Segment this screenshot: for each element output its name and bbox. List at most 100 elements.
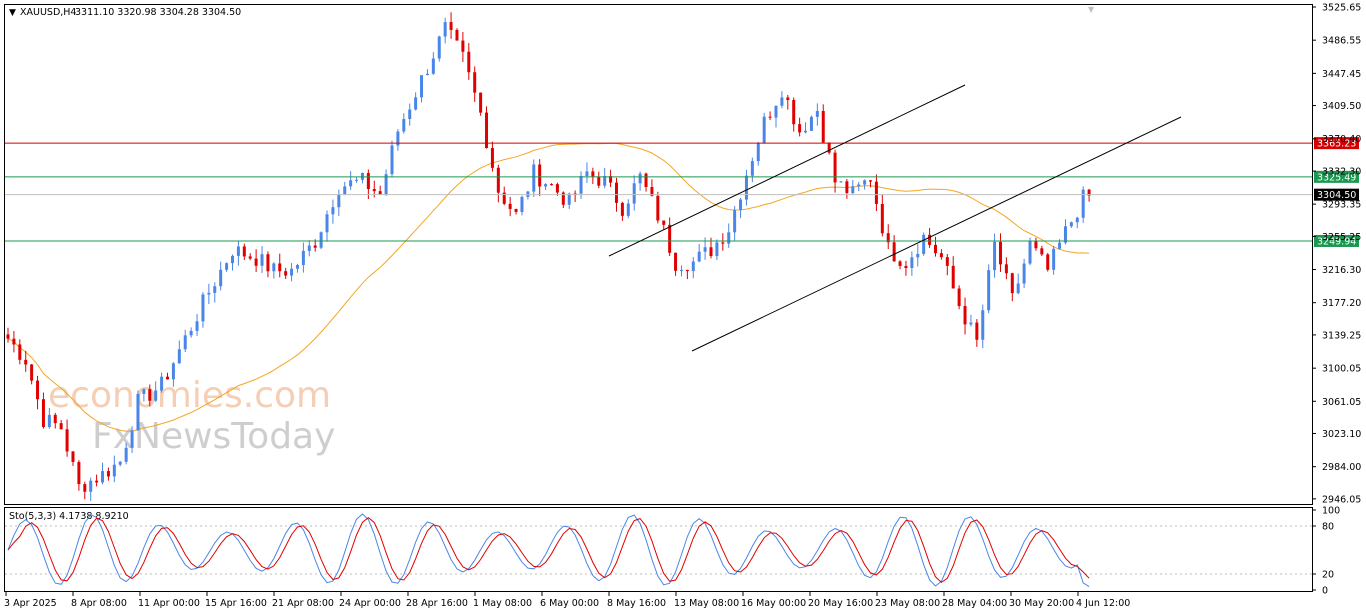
stoch-tick-label: 0 (1322, 586, 1328, 597)
candle (644, 173, 648, 188)
candle (839, 181, 843, 183)
candle (53, 414, 57, 424)
candle (963, 306, 967, 325)
candle (603, 176, 607, 186)
time-tick-label: 11 Apr 00:00 (138, 598, 200, 609)
candle (798, 124, 802, 133)
candle (626, 203, 630, 216)
candle (130, 430, 134, 448)
candle (83, 484, 87, 492)
candle (195, 321, 199, 331)
candle (650, 187, 654, 196)
candle (343, 186, 347, 195)
candle (319, 232, 323, 248)
candle (402, 119, 406, 132)
candle (420, 75, 424, 98)
time-tick-label: 24 Apr 00:00 (339, 598, 401, 609)
candle (36, 380, 40, 400)
candle (886, 233, 890, 243)
candle (301, 250, 305, 266)
candle (815, 110, 819, 117)
candle (307, 245, 311, 251)
candle (1016, 283, 1020, 294)
candle (1010, 273, 1014, 294)
candle (892, 242, 896, 262)
candle (366, 173, 370, 190)
price-tick-label: 3177.20 (1322, 298, 1361, 309)
candle (189, 330, 193, 336)
candle (939, 253, 943, 258)
price-tick-label: 3370.40 (1322, 134, 1361, 145)
candle (278, 263, 282, 272)
candle (154, 390, 158, 401)
candle (1004, 264, 1008, 274)
candle (1028, 241, 1032, 264)
candle (378, 191, 382, 195)
time-axis[interactable]: 3 Apr 2025 8 Apr 08:00 11 Apr 00:00 15 Apr … (4, 592, 1130, 609)
price-tick-label: 2984.00 (1322, 462, 1361, 473)
candle (254, 258, 258, 266)
candle (880, 203, 884, 234)
stoch-signal-line (7, 516, 1090, 584)
symbol-dropdown-icon[interactable]: ▼ (9, 8, 16, 18)
shift-marker-icon[interactable]: ▼ (1088, 5, 1095, 14)
candle (148, 389, 152, 401)
candle (614, 182, 618, 203)
candle (869, 180, 873, 182)
symbol-label: XAUUSD,H4 (20, 7, 76, 18)
price-tick-label: 3216.30 (1322, 265, 1361, 276)
candle (77, 461, 81, 485)
candle (18, 344, 22, 360)
candle (171, 363, 175, 380)
time-tick-label: 15 Apr 16:00 (205, 598, 267, 609)
candle (620, 202, 624, 216)
candle (727, 232, 731, 244)
candle (437, 36, 441, 59)
moving-average-line (7, 142, 1090, 432)
time-tick-label: 28 May 04:00 (942, 598, 1007, 609)
time-tick-label: 28 Apr 16:00 (406, 598, 468, 609)
candle (1081, 189, 1085, 218)
candle (567, 193, 571, 205)
candle (266, 254, 270, 272)
candle (118, 461, 122, 465)
candle (904, 265, 908, 268)
candle (981, 310, 985, 340)
time-tick-label: 6 May 00:00 (540, 598, 599, 609)
candle (473, 72, 477, 93)
candle (166, 376, 170, 380)
candle (177, 349, 181, 364)
candle (721, 242, 725, 244)
candle (89, 480, 93, 492)
stoch-tick-label: 80 (1322, 522, 1334, 533)
level-price-tag (1314, 188, 1359, 201)
candle (804, 130, 808, 133)
candle (733, 210, 737, 233)
time-tick-label: 30 May 20:00 (1009, 598, 1074, 609)
time-tick-label: 20 May 16:00 (808, 598, 873, 609)
candle (561, 192, 565, 205)
time-tick-label: 21 Apr 08:00 (272, 598, 334, 609)
candle (514, 208, 518, 212)
price-tick-label: 3447.45 (1322, 69, 1361, 80)
price-axis[interactable]: 3525.65 3486.55 3447.45 3409.50 3370.40 3332.… (1312, 2, 1361, 505)
main-chart-frame (4, 4, 1313, 505)
candle (349, 180, 353, 187)
channel-lower-line[interactable] (691, 116, 1182, 352)
candle (715, 242, 719, 257)
level-label: 3365.23 (1317, 139, 1356, 150)
channel-upper-line[interactable] (608, 84, 966, 257)
candle (325, 214, 329, 233)
candle (792, 99, 796, 125)
candle (1063, 226, 1067, 243)
candle (230, 255, 234, 264)
indicator-axis: 100 80 20 0 (1312, 506, 1340, 597)
candle (951, 265, 955, 289)
candle (242, 246, 246, 257)
stoch-main-line (7, 513, 1090, 588)
indicator-frame (4, 507, 1313, 592)
level-label: 3325.49 (1317, 172, 1356, 183)
time-tick-label: 3 Apr 2025 (4, 598, 57, 609)
candle (632, 183, 636, 204)
